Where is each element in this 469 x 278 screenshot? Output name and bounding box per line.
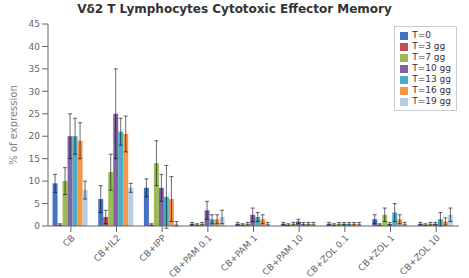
svg-text:CB+ZOL 10: CB+ZOL 10 <box>398 233 442 277</box>
svg-text:25: 25 <box>29 109 40 119</box>
svg-text:CB+PAM 0.1: CB+PAM 0.1 <box>167 233 214 278</box>
svg-text:CB+PAM 1: CB+PAM 1 <box>219 233 260 274</box>
svg-text:CB+PAM 10: CB+PAM 10 <box>260 233 305 278</box>
svg-text:0: 0 <box>34 221 40 231</box>
svg-text:CB+ZOL 1: CB+ZOL 1 <box>356 233 396 273</box>
html-text:T=7 gg: T=7 gg <box>412 52 446 62</box>
html-text:T=13 gg: T=13 gg <box>412 74 451 84</box>
svg-text:CB+IL2: CB+IL2 <box>92 233 123 264</box>
svg-text:30: 30 <box>29 87 41 97</box>
svg-text:15: 15 <box>29 154 40 164</box>
svg-text:% of expression: % of expression <box>8 85 19 164</box>
svg-text:5: 5 <box>34 199 40 209</box>
html-text:T=0: T=0 <box>412 30 431 40</box>
html-text:Vδ2 T Lymphocytes Cytotoxic Ef: Vδ2 T Lymphocytes Cytotoxic Effector Mem… <box>77 2 392 16</box>
svg-text:10: 10 <box>29 176 41 186</box>
svg-text:40: 40 <box>29 42 41 52</box>
html-text:T=10 gg: T=10 gg <box>412 63 451 73</box>
svg-text:45: 45 <box>29 19 40 29</box>
svg-text:CB: CB <box>61 233 77 249</box>
html-text:T=19 gg: T=19 gg <box>412 96 451 106</box>
svg-text:CB+ZOL 0.1: CB+ZOL 0.1 <box>304 233 350 278</box>
svg-text:20: 20 <box>29 131 41 141</box>
svg-text:CB+IPP: CB+IPP <box>137 232 168 263</box>
html-text:T=3 gg: T=3 gg <box>412 41 446 51</box>
svg-text:35: 35 <box>29 64 40 74</box>
html-text:T=16 gg: T=16 gg <box>412 85 451 95</box>
